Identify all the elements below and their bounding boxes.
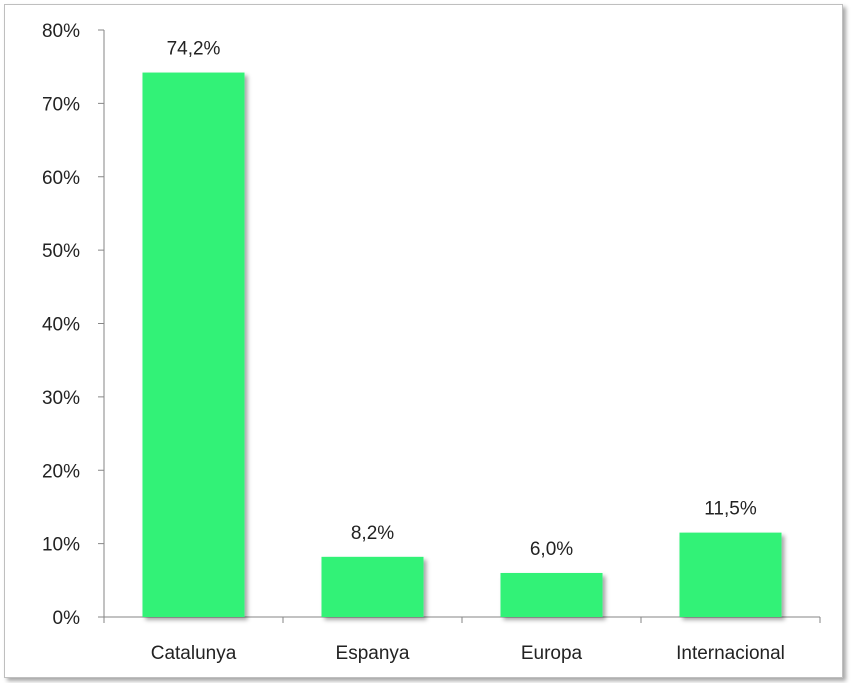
y-tick-label: 30% [42,388,80,409]
data-label: 11,5% [704,499,757,520]
bar-internacional [679,532,782,617]
bars [142,72,782,618]
y-tick-label: 70% [42,94,80,115]
category-label: Internacional [676,643,785,664]
y-tick-label: 60% [42,168,80,189]
y-tick-label: 40% [42,315,80,336]
bar-espanya [321,556,424,617]
bar-catalunya [142,72,245,618]
y-tick-label: 20% [42,461,80,482]
category-label: Espanya [336,643,410,664]
data-label: 74,2% [167,39,221,60]
bar-europa [500,572,603,617]
category-label: Catalunya [151,643,237,664]
y-tick-label: 80% [42,21,80,42]
y-tick-label: 10% [42,535,80,556]
labels: 0% 10% 20% 30% 40% 50% 60% 70% 80% 74,2% Catalunya… [42,21,785,664]
data-label: 8,2% [351,523,394,544]
y-tick-label: 50% [42,241,80,262]
y-tick-label: 0% [53,608,81,629]
category-label: Europa [521,643,583,664]
data-label: 6,0% [530,539,573,560]
